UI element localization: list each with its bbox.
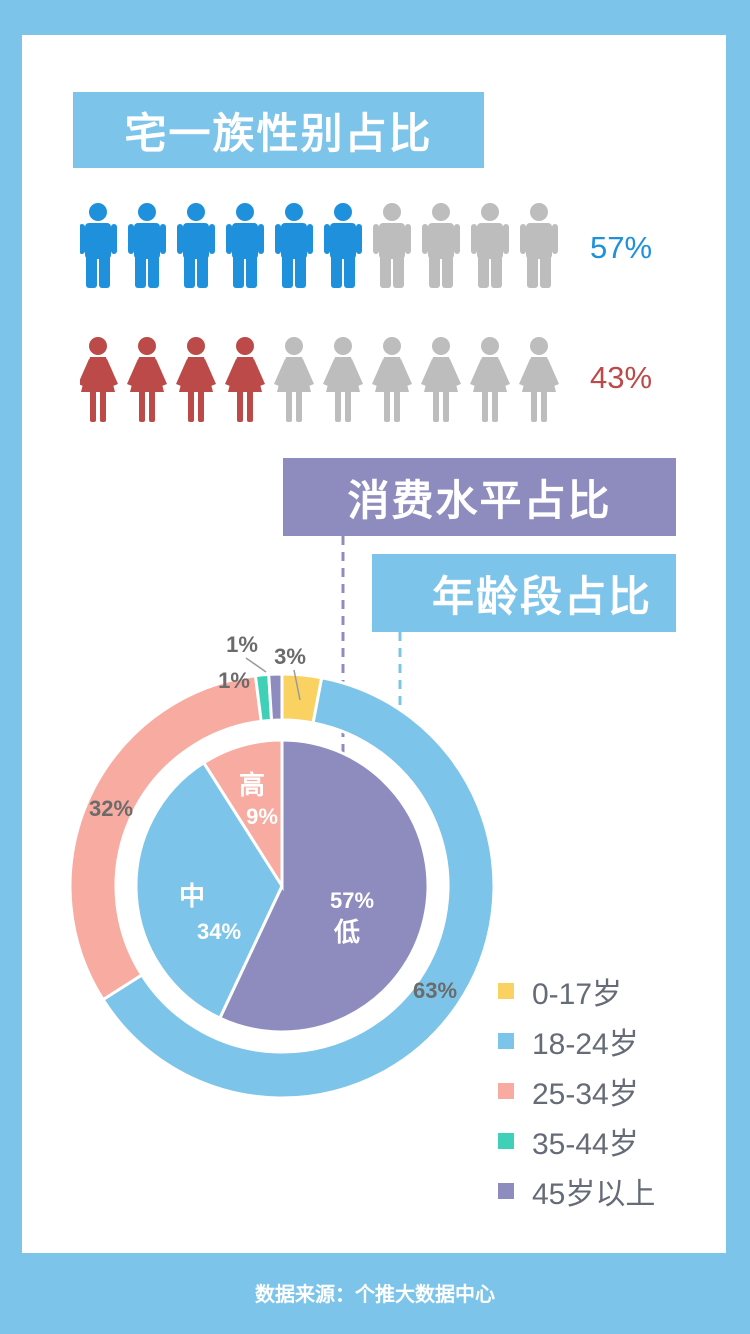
age-label-leader xyxy=(293,669,301,701)
consumption-label-low: 低 xyxy=(333,917,360,947)
age-label-45-plus: 1% xyxy=(226,632,258,657)
age-label-leader xyxy=(245,657,267,673)
consumption-label-mid: 中 xyxy=(179,881,205,911)
consumption-slice-0 xyxy=(217,738,430,1034)
female-person-icon xyxy=(80,337,118,422)
legend-item: 18-24岁 xyxy=(498,1016,655,1066)
male-icon-row xyxy=(80,203,558,288)
legend-label: 45岁以上 xyxy=(532,1178,656,1211)
consumption-label-low-pct: 57% xyxy=(330,888,374,913)
consumption-title: 消费水平占比 xyxy=(283,458,676,536)
male-person-icon xyxy=(275,203,313,288)
age-label-18-24: 63% xyxy=(413,978,457,1003)
age-slice-1 xyxy=(100,675,496,1100)
female-person-icon xyxy=(176,337,216,422)
age-label-0-17: 3% xyxy=(274,644,306,669)
female-person-icon xyxy=(470,337,510,422)
male-person-icon xyxy=(177,203,215,288)
male-person-icon xyxy=(520,203,558,288)
female-percent: 43% xyxy=(590,360,653,395)
age-label-25-34: 32% xyxy=(89,796,133,821)
data-source: 数据来源：个推大数据中心 xyxy=(255,1282,495,1306)
age-title: 年龄段占比 xyxy=(372,554,676,632)
male-person-icon xyxy=(128,203,166,288)
age-legend: 0-17岁 18-24岁 25-34岁 35-44岁 45岁以上 xyxy=(498,966,655,1216)
consumption-label-high: 高 xyxy=(239,770,265,800)
female-person-icon xyxy=(372,337,412,422)
legend-swatch xyxy=(498,1183,514,1199)
legend-swatch xyxy=(498,1033,514,1049)
female-icon-row xyxy=(80,337,559,422)
legend-swatch xyxy=(498,983,514,999)
male-person-icon xyxy=(80,203,117,288)
legend-label: 0-17岁 xyxy=(532,978,623,1011)
male-person-icon xyxy=(373,203,411,288)
legend-swatch xyxy=(498,1083,514,1099)
female-person-icon xyxy=(421,337,461,422)
consumption-label-mid-pct: 34% xyxy=(197,919,241,944)
female-person-icon xyxy=(225,337,265,422)
legend-label: 35-44岁 xyxy=(532,1128,639,1161)
legend-item: 25-34岁 xyxy=(498,1066,655,1116)
female-person-icon xyxy=(519,337,559,422)
legend-label: 25-34岁 xyxy=(532,1078,639,1111)
legend-swatch xyxy=(498,1133,514,1149)
consumption-slice-1 xyxy=(134,760,284,1021)
legend-label: 18-24岁 xyxy=(532,1028,639,1061)
female-person-icon xyxy=(274,337,314,422)
male-person-icon xyxy=(422,203,460,288)
male-person-icon xyxy=(324,203,362,288)
age-label-35-44: 1% xyxy=(218,668,250,693)
legend-item: 45岁以上 xyxy=(498,1166,655,1216)
consumption-slice-2 xyxy=(201,738,284,892)
female-person-icon xyxy=(323,337,363,422)
legend-item: 35-44岁 xyxy=(498,1116,655,1166)
age-slice-4 xyxy=(267,672,284,722)
legend-item: 0-17岁 xyxy=(498,966,655,1016)
male-percent: 57% xyxy=(590,230,653,265)
male-person-icon xyxy=(471,203,509,288)
female-person-icon xyxy=(127,337,167,422)
consumption-label-high-pct: 9% xyxy=(246,804,278,829)
male-person-icon xyxy=(226,203,264,288)
gender-title: 宅一族性别占比 xyxy=(73,92,484,168)
